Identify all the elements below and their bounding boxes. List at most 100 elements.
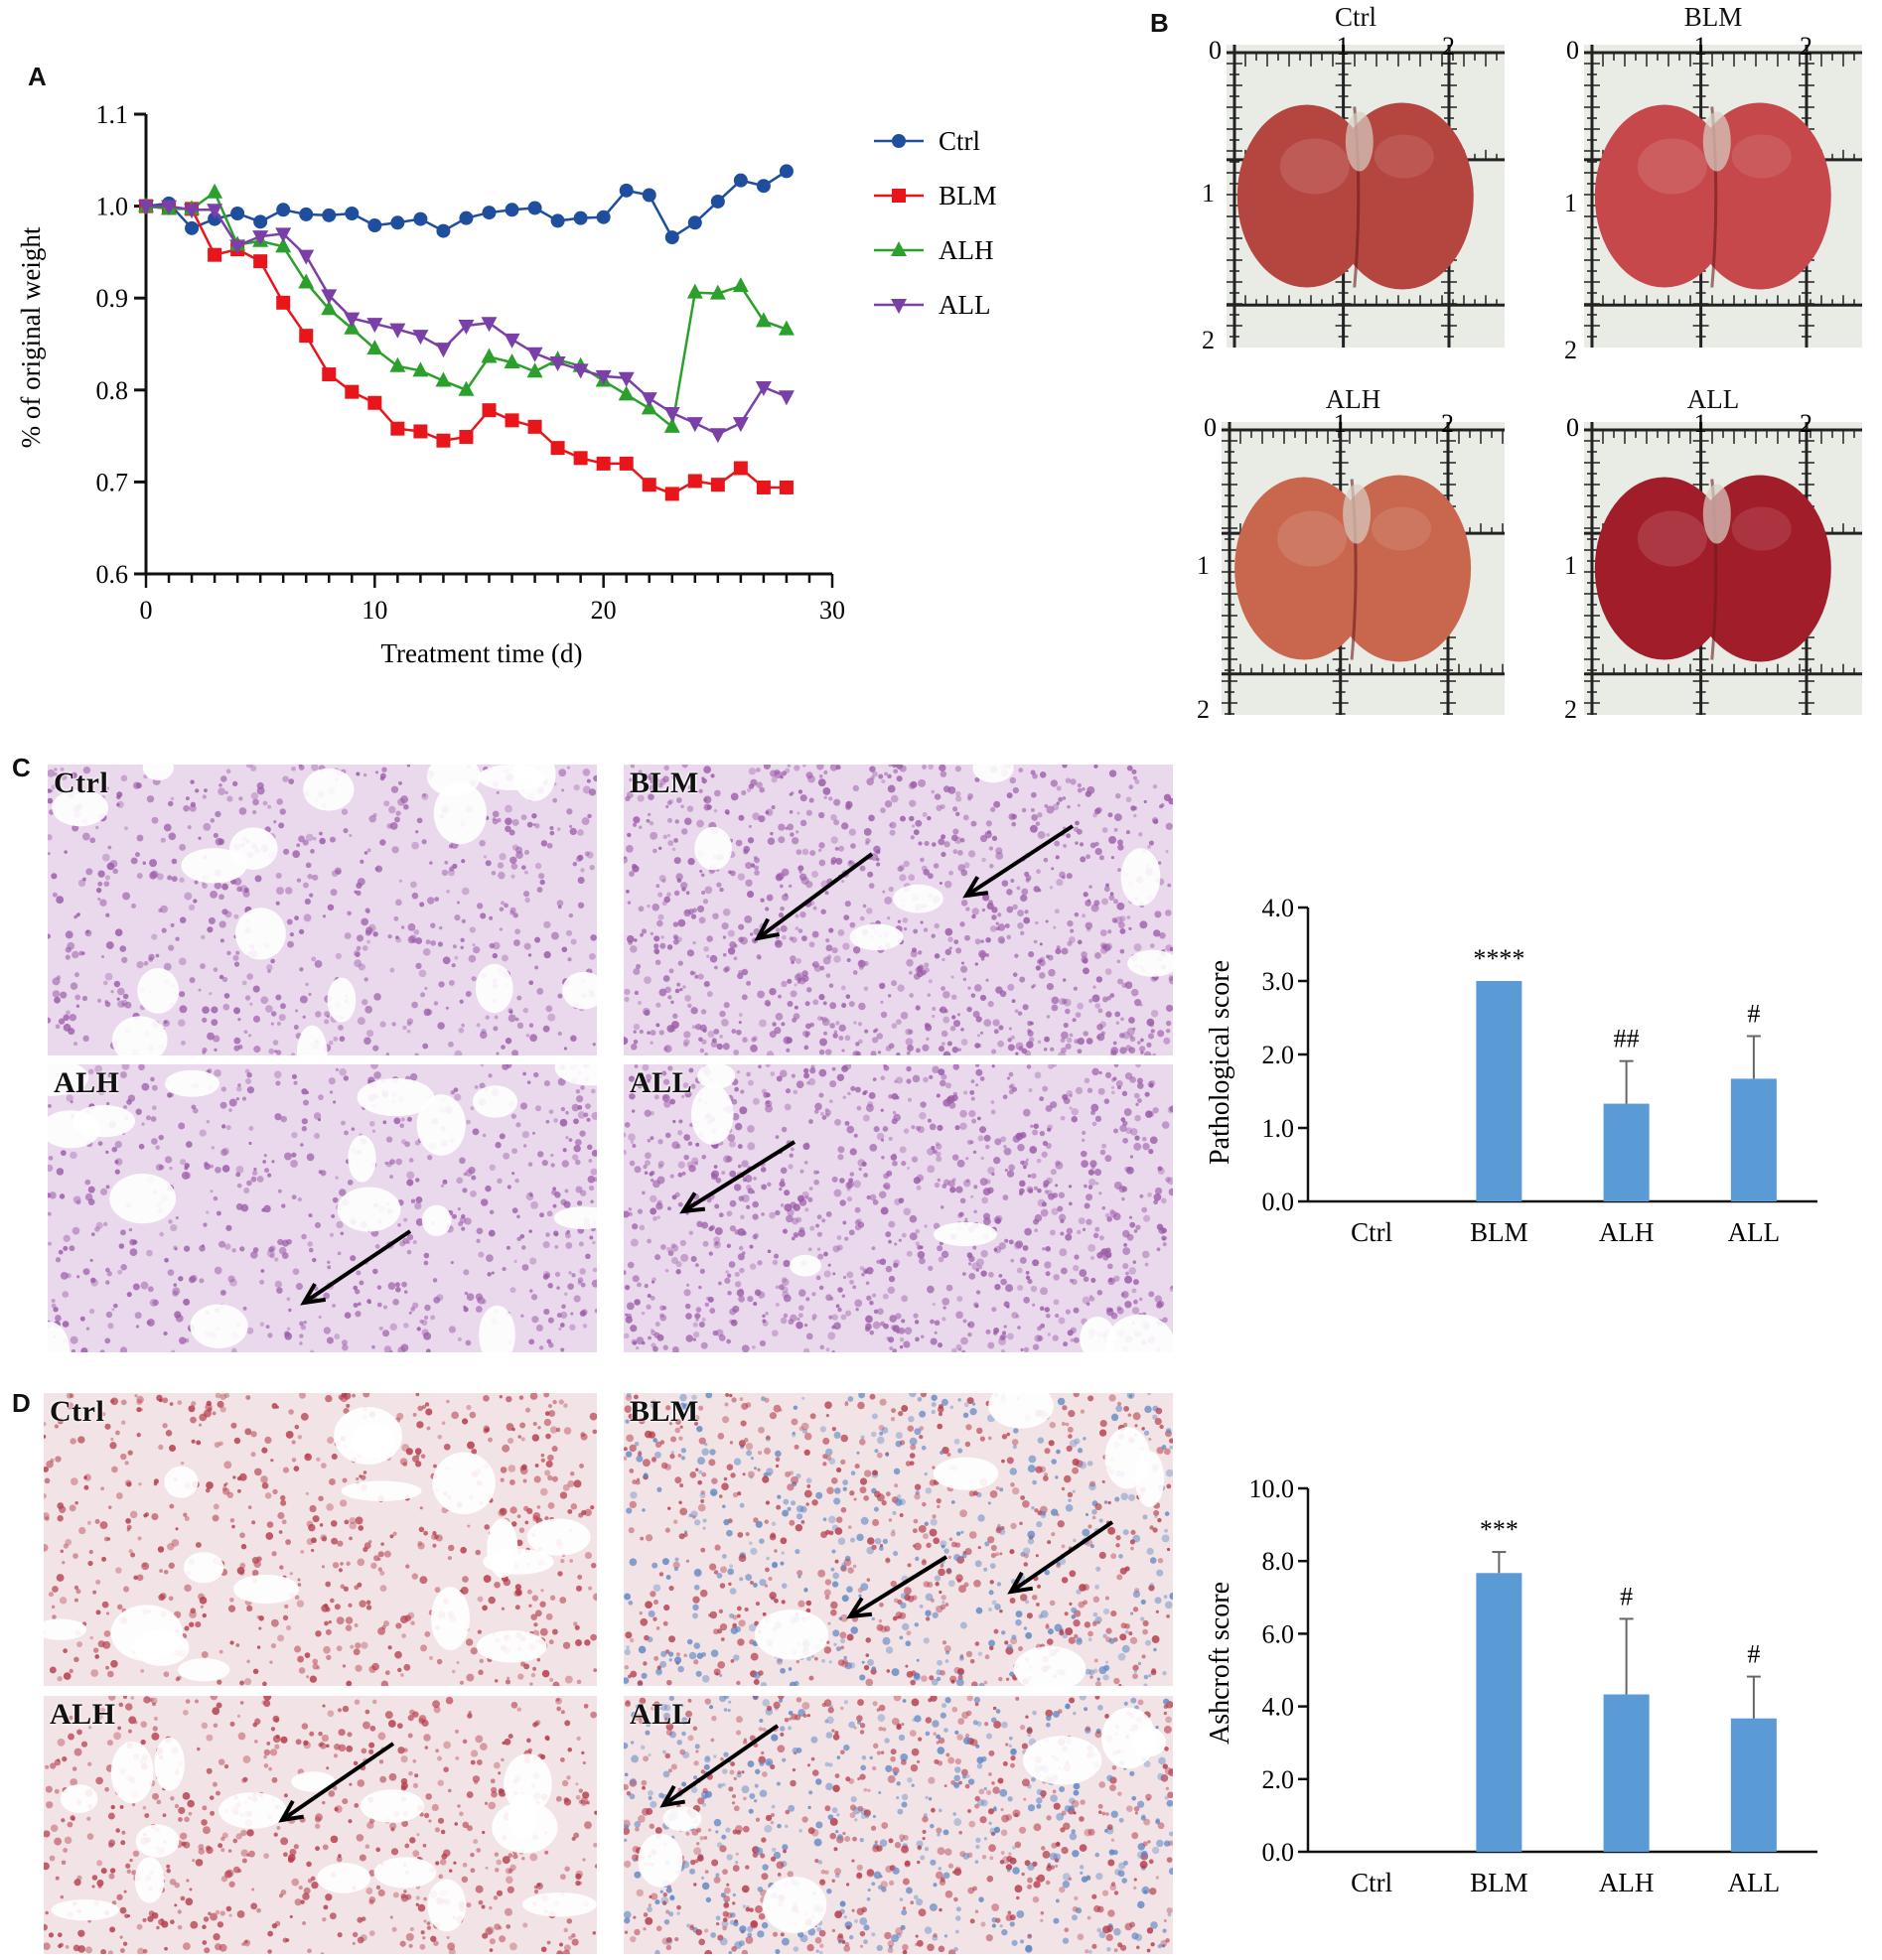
image-label: BLM (630, 1395, 699, 1428)
data-point (526, 362, 543, 378)
data-point (687, 474, 702, 489)
data-point (596, 456, 611, 471)
data-point (435, 343, 452, 358)
data-point (779, 164, 794, 179)
lung-photo-alh: 0 1 2 (1204, 412, 1505, 715)
ruler-number: 0 (1209, 36, 1222, 65)
highlight (1277, 510, 1348, 567)
data-point (390, 215, 405, 230)
data-point (299, 329, 314, 344)
lung-photo-ctrl: 0 1 2 (1209, 35, 1505, 348)
trachea (1345, 111, 1374, 172)
x-tick-label: 10 (362, 596, 387, 625)
y-tick-label: 4.0 (1262, 894, 1295, 922)
image-label: ALL (630, 1066, 693, 1099)
ruler-number: 2 (1800, 35, 1812, 61)
tissue-texture (624, 1696, 1173, 1954)
y-axis-label: % of original weight (16, 226, 46, 448)
data-point (505, 413, 519, 428)
ruler-number: 2 (1800, 412, 1812, 438)
data-point (322, 208, 337, 222)
he-image-alh: ALH (48, 1064, 597, 1352)
y-tick-label: 1.1 (96, 100, 129, 129)
data-point (459, 430, 474, 445)
data-point (161, 200, 178, 215)
data-point (185, 220, 200, 235)
lung-title-blm: BLM (1683, 2, 1743, 32)
x-tick-label: 0 (140, 596, 153, 625)
ruler-number: 1 (1694, 412, 1707, 438)
data-point (527, 201, 542, 215)
significance-label: *** (1480, 1515, 1519, 1544)
data-point (275, 227, 292, 243)
data-point (756, 480, 771, 494)
data-point (573, 451, 588, 466)
data-point (207, 204, 223, 219)
data-point (733, 173, 748, 188)
data-point (709, 428, 726, 444)
data-point (732, 417, 749, 433)
data-point (687, 215, 702, 230)
data-point (436, 433, 451, 448)
data-point (755, 381, 772, 397)
data-point (298, 273, 315, 289)
data-point (230, 207, 245, 221)
data-point (778, 320, 795, 336)
arrow-shaft (1009, 1520, 1114, 1594)
image-label: Ctrl (54, 767, 109, 799)
legend-label: Ctrl (939, 126, 980, 156)
data-point (389, 356, 406, 372)
y-tick-label: 0.0 (1262, 1188, 1295, 1216)
legend-item-alh: ALH (874, 235, 994, 265)
tissue-texture (624, 1393, 1173, 1686)
data-point (413, 211, 428, 226)
data-point (526, 347, 543, 362)
data-point (686, 417, 703, 433)
category-label: ALH (1599, 1868, 1655, 1897)
lung-specimen (1234, 475, 1472, 662)
x-axis-label: Treatment time (d) (381, 638, 583, 668)
data-point (345, 384, 360, 399)
image-label: BLM (630, 767, 699, 799)
bar-all (1730, 1718, 1777, 1852)
data-point (345, 207, 360, 221)
masson-image-blm: BLM (624, 1393, 1173, 1686)
data-point (458, 380, 475, 396)
ashcroft-score-chart: Ashcroft score 0.0 2.0 4.0 6.0 8.0 10.0 Ctrl **… (1205, 1474, 1817, 1897)
significance-label: ## (1614, 1025, 1640, 1053)
panel-label-d: D (12, 1388, 31, 1418)
data-point (550, 441, 565, 456)
data-point (481, 317, 498, 333)
data-point (733, 461, 748, 476)
data-point (779, 480, 794, 494)
arrow-shaft (661, 1724, 780, 1807)
trachea (1702, 484, 1731, 544)
category-label: ALL (1728, 1217, 1780, 1247)
bar-blm (1476, 1573, 1522, 1852)
data-point (366, 318, 383, 334)
panel-label-a: A (28, 62, 47, 91)
series-alh (138, 183, 795, 433)
arrow-head (659, 1784, 686, 1808)
data-point (299, 207, 314, 221)
highlight (1279, 138, 1350, 195)
data-point (253, 214, 268, 229)
lung-specimen (1236, 102, 1474, 290)
tissue-texture (44, 1696, 597, 1954)
data-point (663, 417, 680, 433)
arrow-shaft (280, 1742, 395, 1822)
image-label: ALL (630, 1698, 693, 1731)
data-point (642, 188, 656, 203)
ruler-side-number: 1 (1197, 551, 1210, 580)
y-tick-label: 0.0 (1262, 1838, 1295, 1867)
data-point (686, 283, 703, 299)
data-point (138, 200, 154, 215)
legend-item-ctrl: Ctrl (874, 126, 980, 156)
y-tick-label: 2.0 (1262, 1765, 1295, 1794)
data-point (709, 284, 726, 300)
arrow-shaft (848, 1555, 948, 1618)
highlight (1637, 138, 1707, 195)
y-tick-label: 1.0 (1262, 1114, 1295, 1143)
data-point (596, 210, 611, 224)
tissue-texture (48, 1064, 597, 1352)
